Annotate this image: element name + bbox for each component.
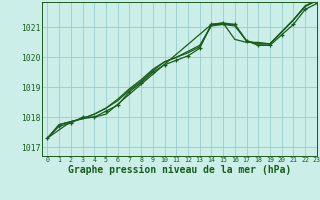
X-axis label: Graphe pression niveau de la mer (hPa): Graphe pression niveau de la mer (hPa)	[68, 165, 291, 175]
